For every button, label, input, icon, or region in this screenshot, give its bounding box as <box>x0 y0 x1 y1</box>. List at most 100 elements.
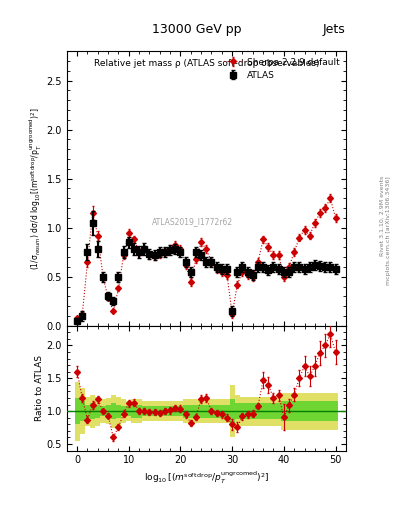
Bar <box>111 395 116 428</box>
Text: ATLAS2019_I1772r62: ATLAS2019_I1772r62 <box>152 217 233 226</box>
Bar <box>219 404 224 418</box>
Bar <box>245 397 250 425</box>
Bar <box>328 401 333 421</box>
Bar <box>95 397 100 425</box>
Text: Relative jet mass ρ (ATLAS soft-drop observables): Relative jet mass ρ (ATLAS soft-drop obs… <box>94 59 319 69</box>
Bar <box>276 403 281 419</box>
Bar <box>323 401 328 421</box>
Bar <box>214 404 219 418</box>
Bar <box>318 393 323 430</box>
Bar <box>219 399 224 423</box>
Bar <box>266 397 271 425</box>
Bar <box>333 393 338 430</box>
Bar <box>292 401 297 421</box>
Bar <box>116 404 121 418</box>
Bar <box>271 397 276 425</box>
Bar <box>302 401 307 421</box>
Bar <box>80 388 85 434</box>
Bar <box>178 406 183 416</box>
Bar <box>204 404 209 418</box>
Bar <box>95 404 100 418</box>
Bar <box>271 403 276 419</box>
Text: Jets: Jets <box>323 23 346 36</box>
Bar <box>323 393 328 430</box>
Text: Rivet 3.1.10, 2.9M events
mcplots.cern.ch [arXiv:1306.3436]: Rivet 3.1.10, 2.9M events mcplots.cern.c… <box>380 176 391 285</box>
Bar <box>126 406 131 416</box>
Bar <box>106 398 111 424</box>
Bar <box>250 403 255 419</box>
Bar <box>255 403 261 419</box>
Bar <box>167 401 173 421</box>
Bar <box>312 393 318 430</box>
Bar <box>245 403 250 419</box>
Bar <box>188 404 193 418</box>
Bar <box>250 397 255 425</box>
Bar <box>193 404 198 418</box>
Bar <box>209 399 214 423</box>
Bar <box>90 395 95 428</box>
Bar <box>328 393 333 430</box>
Bar <box>162 406 167 416</box>
Bar <box>276 397 281 425</box>
Bar <box>142 406 147 416</box>
Bar <box>261 403 266 419</box>
Bar <box>281 401 286 421</box>
Bar <box>209 404 214 418</box>
Bar <box>198 399 204 423</box>
Bar <box>100 406 106 416</box>
Bar <box>162 401 167 421</box>
Bar <box>193 399 198 423</box>
Bar <box>85 397 90 425</box>
Bar <box>157 406 162 416</box>
Bar <box>266 403 271 419</box>
Bar <box>100 399 106 423</box>
Bar <box>183 399 188 423</box>
Bar <box>183 404 188 418</box>
Bar <box>286 393 292 430</box>
Bar <box>121 406 126 416</box>
Bar <box>152 401 157 421</box>
Bar <box>333 401 338 421</box>
Text: 13000 GeV pp: 13000 GeV pp <box>152 23 241 36</box>
Y-axis label: (1/σ$_{resum}$) dσ/d log$_{10}$[(m$^{\rm soft\,drop}$/p$_T^{\rm ungroomed}$)$^2$: (1/σ$_{resum}$) dσ/d log$_{10}$[(m$^{\rm… <box>28 107 44 270</box>
Bar <box>302 393 307 430</box>
Bar <box>90 403 95 419</box>
Bar <box>224 404 230 418</box>
Bar <box>261 397 266 425</box>
Bar <box>224 399 230 423</box>
Bar <box>173 401 178 421</box>
Bar <box>214 399 219 423</box>
Bar <box>292 393 297 430</box>
Bar <box>111 403 116 419</box>
Bar <box>281 393 286 430</box>
Y-axis label: Ratio to ATLAS: Ratio to ATLAS <box>35 355 44 421</box>
Bar <box>75 398 80 424</box>
Bar <box>204 399 209 423</box>
Bar <box>147 401 152 421</box>
Bar <box>198 404 204 418</box>
Bar <box>235 395 240 428</box>
Bar <box>230 385 235 437</box>
Bar <box>147 406 152 416</box>
Bar <box>307 393 312 430</box>
Bar <box>318 401 323 421</box>
Bar <box>240 397 245 425</box>
Bar <box>137 404 142 418</box>
Bar <box>142 401 147 421</box>
Bar <box>116 397 121 425</box>
Bar <box>178 401 183 421</box>
Bar <box>230 399 235 423</box>
Bar <box>80 401 85 421</box>
Bar <box>297 401 302 421</box>
Bar <box>297 393 302 430</box>
Bar <box>173 406 178 416</box>
Bar <box>106 404 111 418</box>
Bar <box>188 399 193 423</box>
Bar <box>167 406 173 416</box>
Bar <box>131 399 137 423</box>
Bar <box>85 404 90 418</box>
Bar <box>75 381 80 441</box>
Bar <box>157 401 162 421</box>
Bar <box>286 401 292 421</box>
X-axis label: $\log_{10}$[$(m^{\rm soft\,drop}/p_T^{\rm ungroomed})^2$]: $\log_{10}$[$(m^{\rm soft\,drop}/p_T^{\r… <box>143 470 269 486</box>
